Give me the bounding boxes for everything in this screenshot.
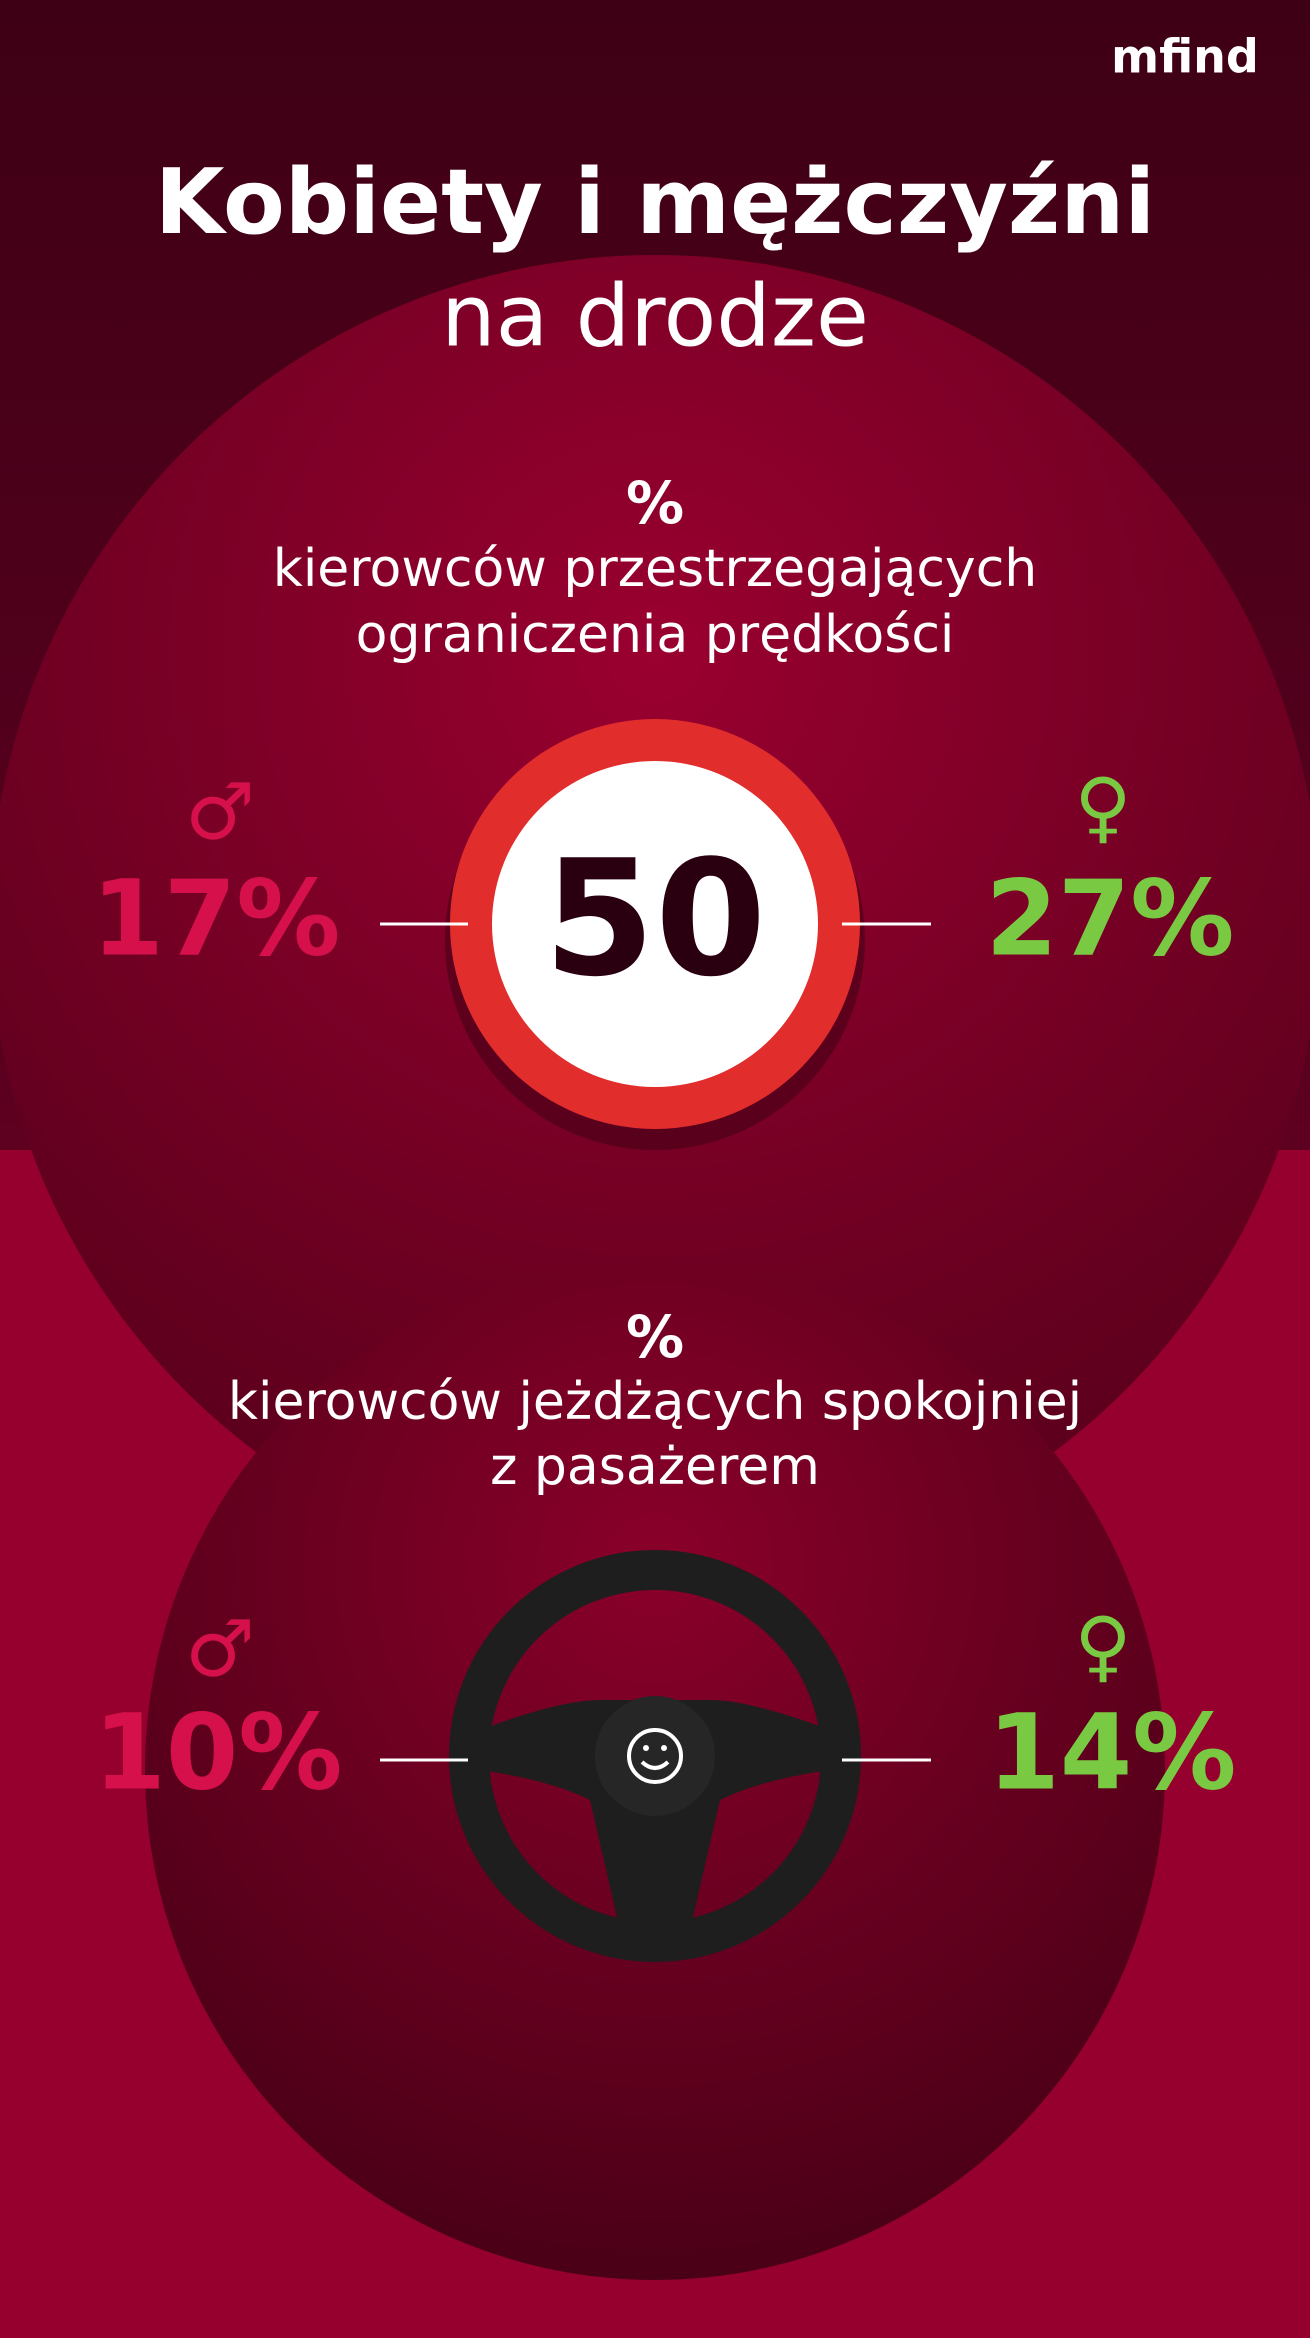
caption: ograniczenia prędkości	[356, 605, 955, 665]
female-symbol: ♀	[1074, 1601, 1131, 1691]
steering-wheel	[449, 1550, 861, 1962]
male-value: 10%	[94, 1691, 343, 1813]
speed-limit: 50	[544, 825, 767, 1012]
title-line-2: na drodze	[441, 266, 869, 366]
speed-sign-inner	[492, 761, 818, 1087]
female-value: 27%	[986, 857, 1235, 979]
male-symbol: ♂	[185, 1604, 255, 1694]
unit: %	[626, 1303, 684, 1371]
caption: z pasażerem	[490, 1437, 820, 1497]
male-symbol: ♂	[185, 767, 255, 857]
unit: %	[626, 469, 684, 537]
female-symbol: ♀	[1074, 762, 1131, 852]
caption: kierowców jeżdżących spokojniej	[228, 1372, 1082, 1432]
brand-logo: mfind	[1111, 30, 1259, 84]
male-value: 17%	[92, 857, 341, 979]
title-line-1: Kobiety i mężczyźni	[155, 150, 1155, 255]
caption: kierowców przestrzegających	[273, 539, 1038, 599]
female-value: 14%	[988, 1691, 1237, 1813]
